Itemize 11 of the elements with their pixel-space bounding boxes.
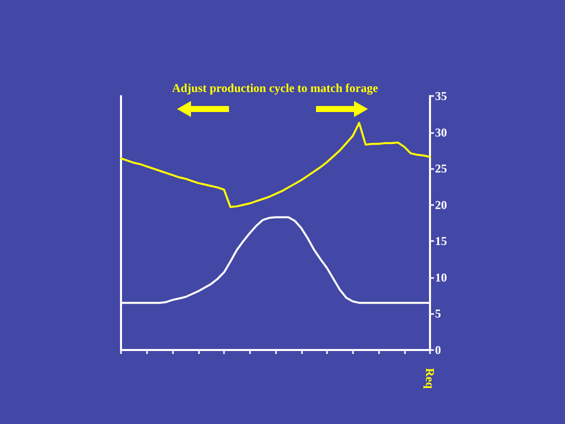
y-tick-label: 0 [435, 343, 441, 357]
y-tick-label: 15 [435, 234, 447, 248]
y-tick-label: 20 [435, 198, 447, 212]
y-tick-label: 5 [435, 306, 441, 321]
y-axis-title: Req [423, 368, 437, 389]
line-series [120, 122, 431, 208]
y-tick-label: 25 [435, 162, 447, 176]
y-tick-label: 35 [435, 89, 447, 103]
chart-title: Adjust production cycle to match forage [172, 81, 379, 95]
y-tick-label: 30 [435, 125, 447, 140]
y-tick-label: 10 [435, 270, 447, 284]
